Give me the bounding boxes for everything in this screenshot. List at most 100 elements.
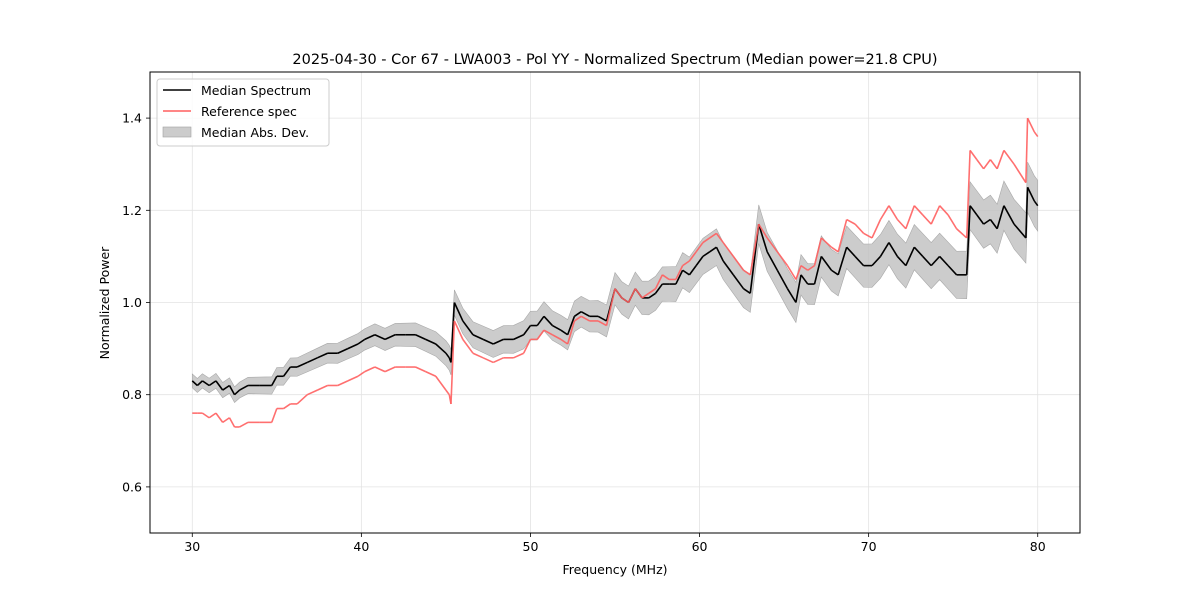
legend-box	[156, 78, 330, 147]
reference-spec-segment	[766, 237, 778, 253]
median-spectrum-segment	[271, 375, 278, 386]
median-spectrum-segment	[435, 343, 447, 354]
reference-spec-segment	[896, 218, 907, 230]
y-tick-label: 0.6	[122, 479, 142, 494]
reference-spec-segment	[913, 205, 924, 216]
median-spectrum-segment	[453, 302, 464, 322]
reference-spec-segment	[543, 329, 553, 336]
reference-spec-segment	[982, 159, 992, 170]
reference-spec-segment	[776, 251, 789, 267]
median-spectrum-segment	[513, 334, 525, 341]
median-spectrum-segment	[989, 219, 998, 230]
reference-spec-segment	[364, 366, 376, 373]
median-spectrum-segment	[930, 255, 941, 267]
median-spectrum-segment	[888, 242, 899, 257]
reference-spec-segment	[989, 159, 998, 170]
reference-spec-segment	[879, 205, 890, 220]
reference-spec-segment	[1013, 163, 1027, 184]
median-spectrum-segment	[543, 315, 554, 327]
median-spectrum-segment	[196, 380, 203, 387]
reference-spec-segment	[1026, 117, 1036, 133]
reference-spec-segment	[357, 370, 366, 377]
median-spectrum-segment	[228, 385, 236, 396]
median-spectrum-segment	[482, 338, 494, 345]
reference-spec-segment	[580, 315, 591, 322]
reference-spec-segment	[922, 214, 932, 225]
reference-spec-segment	[337, 380, 349, 387]
reference-spec-segment	[786, 265, 797, 280]
reference-spec-segment	[846, 218, 856, 225]
reference-spec-segment	[758, 223, 768, 239]
median-spectrum-segment	[523, 325, 532, 336]
reference-spec-segment	[208, 412, 217, 419]
median-spectrum-segment	[215, 380, 224, 391]
reference-spec-segment	[654, 274, 664, 290]
reference-spec-segment	[675, 265, 684, 280]
reference-spec-segment	[415, 366, 426, 373]
median-spectrum-segment	[939, 255, 949, 267]
legend: Median Spectrum Reference spec Median Ab…	[156, 78, 330, 147]
median-spectrum-segment	[871, 255, 882, 267]
reference-spec-segment	[283, 403, 291, 410]
median-spectrum-segment	[492, 338, 504, 345]
reference-spec-segment	[1025, 118, 1029, 183]
reference-spec-segment	[552, 334, 562, 341]
reference-spec-segment	[888, 205, 899, 220]
reference-spec-segment	[634, 288, 643, 299]
reference-spec-segment	[597, 320, 607, 327]
reference-spec-segment	[947, 214, 958, 230]
median-spectrum-segment	[222, 384, 230, 391]
reference-spec-segment	[732, 255, 745, 271]
legend-label-median: Median Spectrum	[201, 83, 311, 98]
median-spectrum-segment	[191, 380, 198, 387]
x-tick-label: 70	[861, 539, 877, 554]
reference-spec-segment	[871, 219, 882, 239]
reference-spec-segment	[492, 357, 504, 364]
reference-spec-segment	[605, 288, 616, 326]
median-spectrum-segment	[560, 329, 569, 336]
median-spectrum-segment	[695, 255, 704, 267]
median-spectrum-segment	[364, 334, 376, 341]
median-spectrum-segment	[472, 334, 484, 341]
reference-spec-segment	[270, 408, 278, 423]
median-spectrum-segment	[854, 255, 865, 267]
reference-spec-segment	[715, 232, 724, 244]
median-spectrum-segment	[965, 205, 971, 275]
reference-spec-segment	[228, 417, 236, 428]
median-spectrum-segment	[846, 246, 856, 257]
reference-spec-segment	[384, 366, 396, 373]
reference-spec-segment	[445, 389, 450, 396]
median-spectrum-segment	[374, 334, 386, 341]
reference-spec-segment	[830, 246, 839, 253]
median-spectrum-segment	[976, 214, 985, 225]
median-spectrum-segment	[682, 269, 690, 276]
reference-spec-segment	[969, 149, 978, 161]
reference-spec-segment	[513, 352, 525, 359]
median-spectrum-segment	[786, 288, 797, 303]
median-spectrum-segment	[675, 269, 684, 285]
median-spectrum-segment	[709, 246, 717, 253]
median-spectrum-segment	[905, 246, 916, 266]
median-spectrum-segment	[947, 265, 958, 276]
median-spectrum-segment	[969, 205, 978, 216]
legend-label-mad: Median Abs. Dev.	[201, 125, 309, 140]
reference-spec-segment	[306, 389, 318, 396]
reference-spec-segment	[996, 150, 1005, 170]
median-spectrum-segment	[654, 283, 663, 294]
median-spectrum-segment	[337, 347, 349, 354]
median-spectrum-segment	[296, 361, 308, 368]
median-spectrum-segment	[922, 255, 932, 267]
median-spectrum-segment	[722, 260, 735, 276]
reference-spec-segment	[435, 375, 447, 391]
median-spectrum-segment	[743, 288, 751, 294]
median-spectrum-segment	[795, 274, 802, 303]
y-tick-label: 0.8	[122, 387, 142, 402]
reference-spec-segment	[702, 237, 711, 244]
reference-spec-segment	[222, 417, 230, 424]
reference-spec-segment	[641, 292, 650, 299]
reference-spec-segment	[837, 219, 848, 252]
reference-spec-segment	[854, 223, 865, 234]
y-tick-label: 1.2	[122, 203, 142, 218]
median-spectrum-segment	[580, 311, 591, 318]
median-abs-dev-band	[191, 161, 1039, 404]
